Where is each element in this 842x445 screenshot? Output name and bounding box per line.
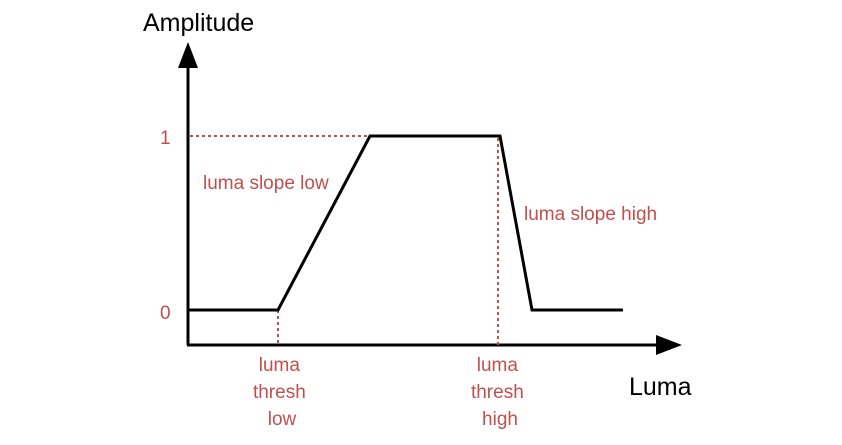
thresh-high-line-3: high (482, 409, 518, 430)
y-axis-title: Amplitude (143, 9, 254, 37)
x-axis-arrowhead (656, 335, 682, 355)
x-axis-title: Luma (629, 373, 692, 401)
thresh-high-line-1: luma (477, 355, 519, 376)
y-tick-0: 0 (160, 303, 171, 324)
thresh-low-line-2: thresh (253, 382, 306, 403)
thresh-low-line-3: low (268, 409, 297, 430)
thresh-low-label: luma thresh low (253, 355, 311, 430)
luma-response-curve (188, 134, 623, 312)
slope-low-label: luma slope low (203, 173, 329, 194)
y-tick-1: 1 (160, 128, 171, 149)
thresh-low-line-1: luma (259, 355, 301, 376)
thresh-high-label: luma thresh high (471, 355, 529, 430)
y-axis-arrowhead (178, 42, 198, 68)
thresh-high-line-2: thresh (471, 382, 524, 403)
slope-high-label: luma slope high (524, 204, 657, 225)
